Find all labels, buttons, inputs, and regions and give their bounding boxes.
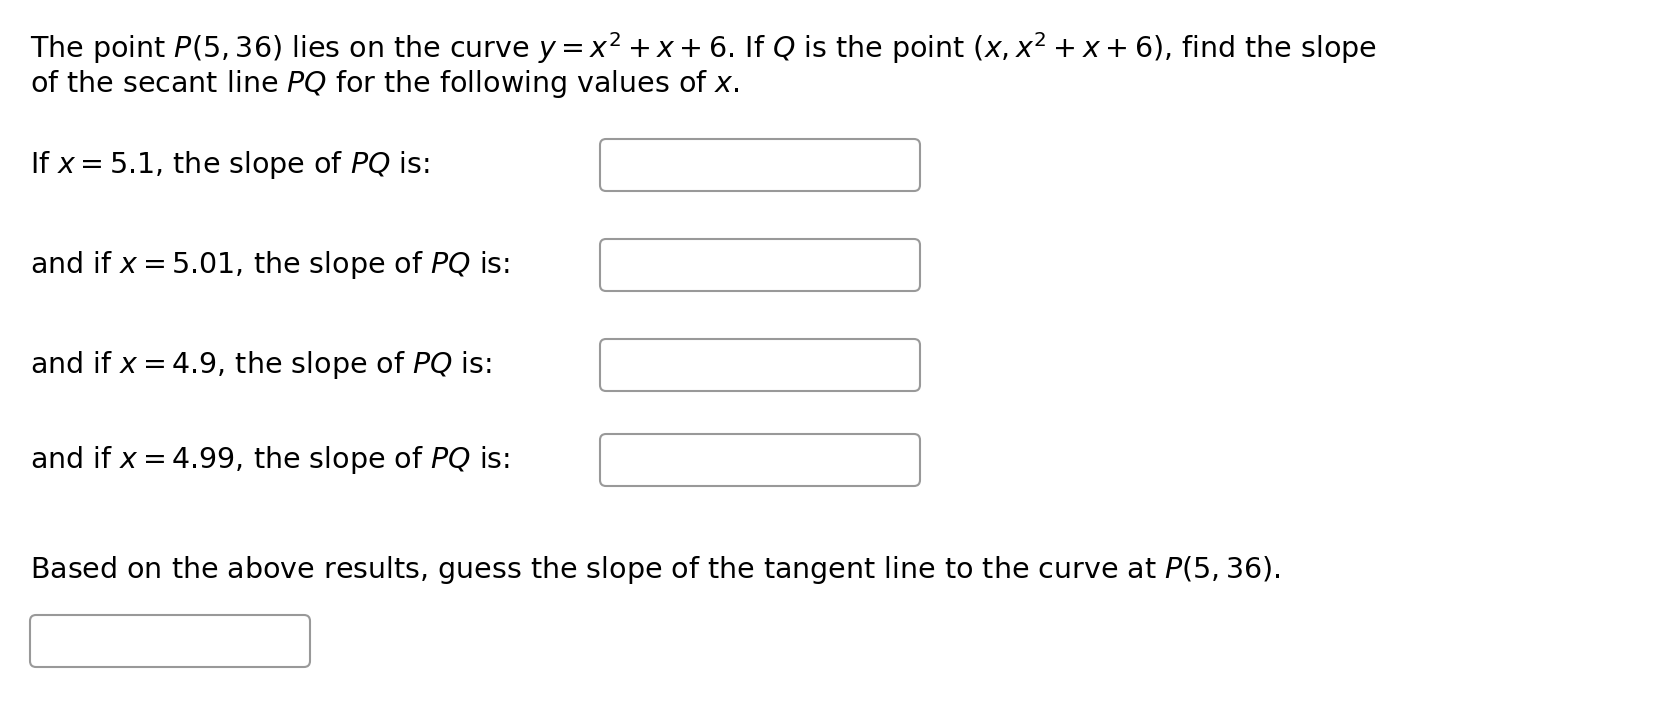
Text: of the secant line $PQ$ for the following values of $x$.: of the secant line $PQ$ for the followin… (30, 68, 740, 100)
FancyBboxPatch shape (601, 434, 920, 486)
FancyBboxPatch shape (601, 239, 920, 291)
Text: The point $P(5, 36)$ lies on the curve $y = x^2 + x + 6$. If $Q$ is the point $(: The point $P(5, 36)$ lies on the curve $… (30, 30, 1378, 66)
FancyBboxPatch shape (601, 339, 920, 391)
Text: Based on the above results, guess the slope of the tangent line to the curve at : Based on the above results, guess the sl… (30, 554, 1280, 586)
FancyBboxPatch shape (30, 615, 310, 667)
Text: and if $x = 4.9$, the slope of $PQ$ is:: and if $x = 4.9$, the slope of $PQ$ is: (30, 349, 492, 381)
Text: and if $x = 5.01$, the slope of $PQ$ is:: and if $x = 5.01$, the slope of $PQ$ is: (30, 249, 510, 281)
FancyBboxPatch shape (601, 139, 920, 191)
Text: If $x = 5.1$, the slope of $PQ$ is:: If $x = 5.1$, the slope of $PQ$ is: (30, 149, 430, 181)
Text: and if $x = 4.99$, the slope of $PQ$ is:: and if $x = 4.99$, the slope of $PQ$ is: (30, 444, 510, 476)
